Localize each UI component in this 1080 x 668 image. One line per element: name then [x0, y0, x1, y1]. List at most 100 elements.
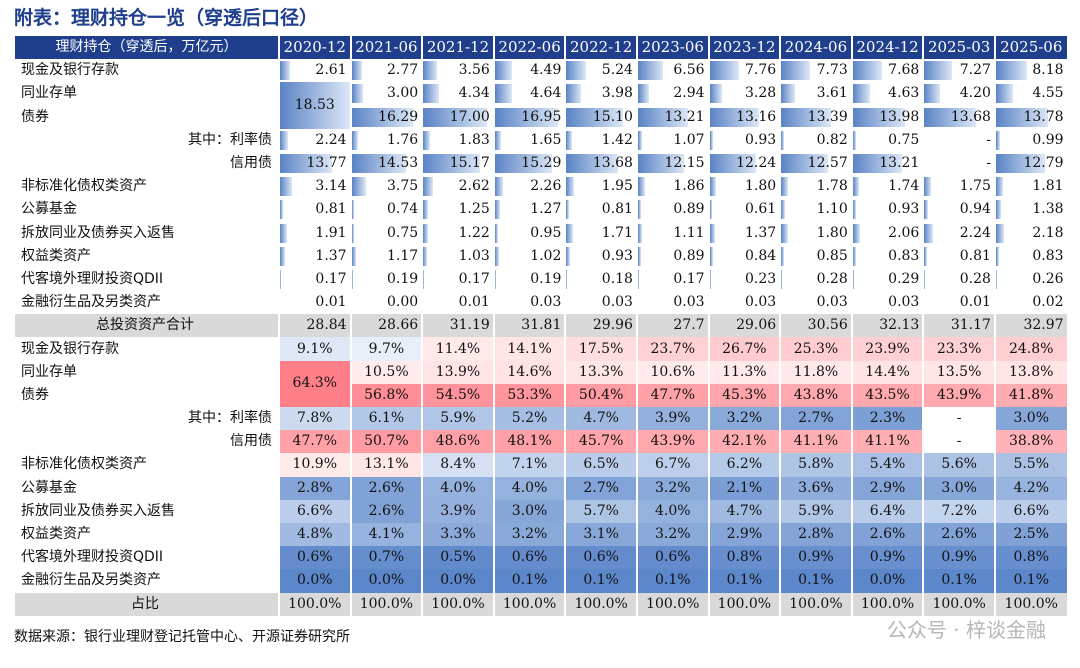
value-bar [495, 200, 500, 220]
amount-value-plain: 0.01 [278, 291, 351, 315]
amount-value-plain: 0.03 [779, 291, 852, 315]
value-bar [495, 130, 501, 150]
amount-value-plain: 0.03 [707, 291, 781, 315]
share-value: 5.2% [492, 407, 566, 431]
share-value: 9.1% [278, 337, 351, 361]
amount-cell: 12.79 [993, 151, 1067, 176]
value-bar [710, 223, 715, 243]
share-value: 6.2% [707, 453, 781, 477]
value-bar [996, 61, 1028, 81]
amount-value: 1.91 [315, 224, 347, 241]
value-bar [925, 246, 928, 266]
amount-value: 0.84 [744, 247, 777, 264]
amount-cell: 0.81 [564, 198, 637, 222]
amount-value-plain: 0.02 [993, 291, 1067, 315]
period-header: 2023-12 [707, 36, 781, 60]
value-bar [424, 177, 434, 197]
row-label: 信用债 [14, 151, 279, 176]
amount-cell: 1.80 [707, 175, 781, 199]
header-row: 理财持仓（穿透后，万亿元） 2020-12 2021-06 2021-12 2022-0… [15, 36, 1067, 60]
share-value: 13.9% [421, 360, 494, 384]
share-value: 14.1% [492, 337, 566, 361]
amount-cell: 0.89 [635, 244, 709, 268]
amount-value: 0.85 [816, 247, 848, 264]
row-label: 代客境外理财投资QDII [21, 270, 164, 287]
amount-value: 13.78 [1023, 108, 1064, 125]
amount-row: 权益类资产 1.37 1.17 1.03 1.02 0.93 0.89 0.84 0.85 0.8… [15, 244, 1067, 268]
row-label: 公募基金 [21, 479, 77, 496]
amount-value: 0.82 [816, 131, 848, 148]
amount-cell: 2.94 [635, 82, 709, 106]
share-value: 6.7% [635, 453, 709, 477]
amount-value: 1.17 [387, 247, 419, 264]
amount-value: 1.07 [673, 131, 705, 148]
amount-cell: 0.81 [922, 244, 995, 268]
amount-cell: 12.57 [779, 151, 852, 176]
amount-value: 5.24 [601, 62, 633, 79]
amount-cell: 4.49 [492, 59, 566, 83]
holdings-table: 理财持仓（穿透后，万亿元） 2020-12 2021-06 2021-12 2022-0… [14, 36, 1067, 616]
value-bar [567, 246, 570, 266]
share-value: 5.8% [779, 453, 852, 477]
row-label: 债券 [21, 386, 49, 403]
share-row: 债券 56.8% 54.5% 53.3% 50.4% 47.7% 45.3% 43.8% 43.… [15, 383, 1067, 407]
share-value: 2.5% [993, 522, 1067, 547]
share-row: 金融衍生品及另类资产 0.0% 0.0% 0.0% 0.1% 0.1% 0.1% 0.1% 0.… [15, 569, 1067, 593]
value-bar [567, 200, 570, 220]
share-value: 0.0% [850, 569, 924, 593]
amount-value: 4.49 [530, 62, 562, 79]
amount-value: 1.02 [530, 247, 562, 264]
row-label: 债券 [21, 108, 49, 125]
share-value: 0.0% [278, 569, 351, 593]
share-value: 0.7% [349, 546, 423, 570]
value-bar [424, 61, 437, 81]
share-value: 3.9% [421, 499, 494, 523]
amount-value: 4.34 [458, 85, 490, 102]
amount-cell: 0.17 [278, 267, 351, 292]
value-bar [710, 154, 756, 174]
share-value: 5.9% [779, 499, 852, 523]
share-value: 38.8% [993, 430, 1067, 454]
share-value: 11.3% [707, 360, 781, 384]
amount-cell: 1.10 [779, 198, 852, 222]
share-value: 11.8% [779, 360, 852, 384]
row-label: 信用债 [14, 430, 279, 454]
value-bar [996, 130, 1000, 150]
amount-value: 1.22 [458, 224, 490, 241]
total-value: 28.84 [278, 314, 351, 338]
total-value: 31.17 [922, 314, 995, 338]
amount-cell: - [922, 151, 995, 176]
amount-row: 公募基金 0.81 0.74 1.25 1.27 0.81 0.89 0.61 1.10 0.93… [15, 198, 1067, 222]
value-bar [853, 61, 882, 81]
share-row: 非标准化债权类资产 10.9% 13.1% 8.4% 7.1% 6.5% 6.7% 6.2% 5… [15, 453, 1067, 477]
amount-value: - [986, 131, 991, 148]
amount-value: 2.06 [888, 224, 920, 241]
share-value: 6.6% [278, 499, 351, 523]
value-bar [710, 107, 759, 127]
amount-cell: 1.17 [349, 244, 423, 268]
amount-cell: 1.75 [922, 175, 995, 199]
amount-row: 同业存单 18.53 3.00 4.34 4.64 3.98 2.94 3.28 3.61 4.6… [15, 82, 1067, 129]
amount-value: 3.98 [601, 85, 633, 102]
value-bar [567, 61, 587, 81]
share-value: 5.5% [993, 453, 1067, 477]
amount-cell: 3.14 [278, 175, 351, 199]
amount-cell: 13.68 [922, 105, 995, 129]
amount-value: 16.95 [521, 108, 562, 125]
value-bar [567, 84, 582, 104]
row-label: 权益类资产 [21, 247, 91, 264]
amount-value: 3.61 [816, 85, 848, 102]
amount-cell: 0.99 [993, 128, 1067, 152]
value-bar [638, 61, 663, 81]
value-bar [710, 177, 717, 197]
value-bar [782, 84, 795, 104]
period-header: 2022-06 [492, 36, 566, 60]
amount-value: 4.64 [530, 85, 562, 102]
row-label: 金融衍生品及另类资产 [21, 294, 161, 311]
row-label: 同业存单 [21, 85, 77, 102]
amount-value: 12.57 [807, 155, 848, 172]
share-value: 0.1% [707, 569, 781, 593]
share-value: 7.1% [492, 453, 566, 477]
share-value: 3.0% [993, 407, 1067, 431]
share-value: 2.8% [278, 476, 351, 500]
